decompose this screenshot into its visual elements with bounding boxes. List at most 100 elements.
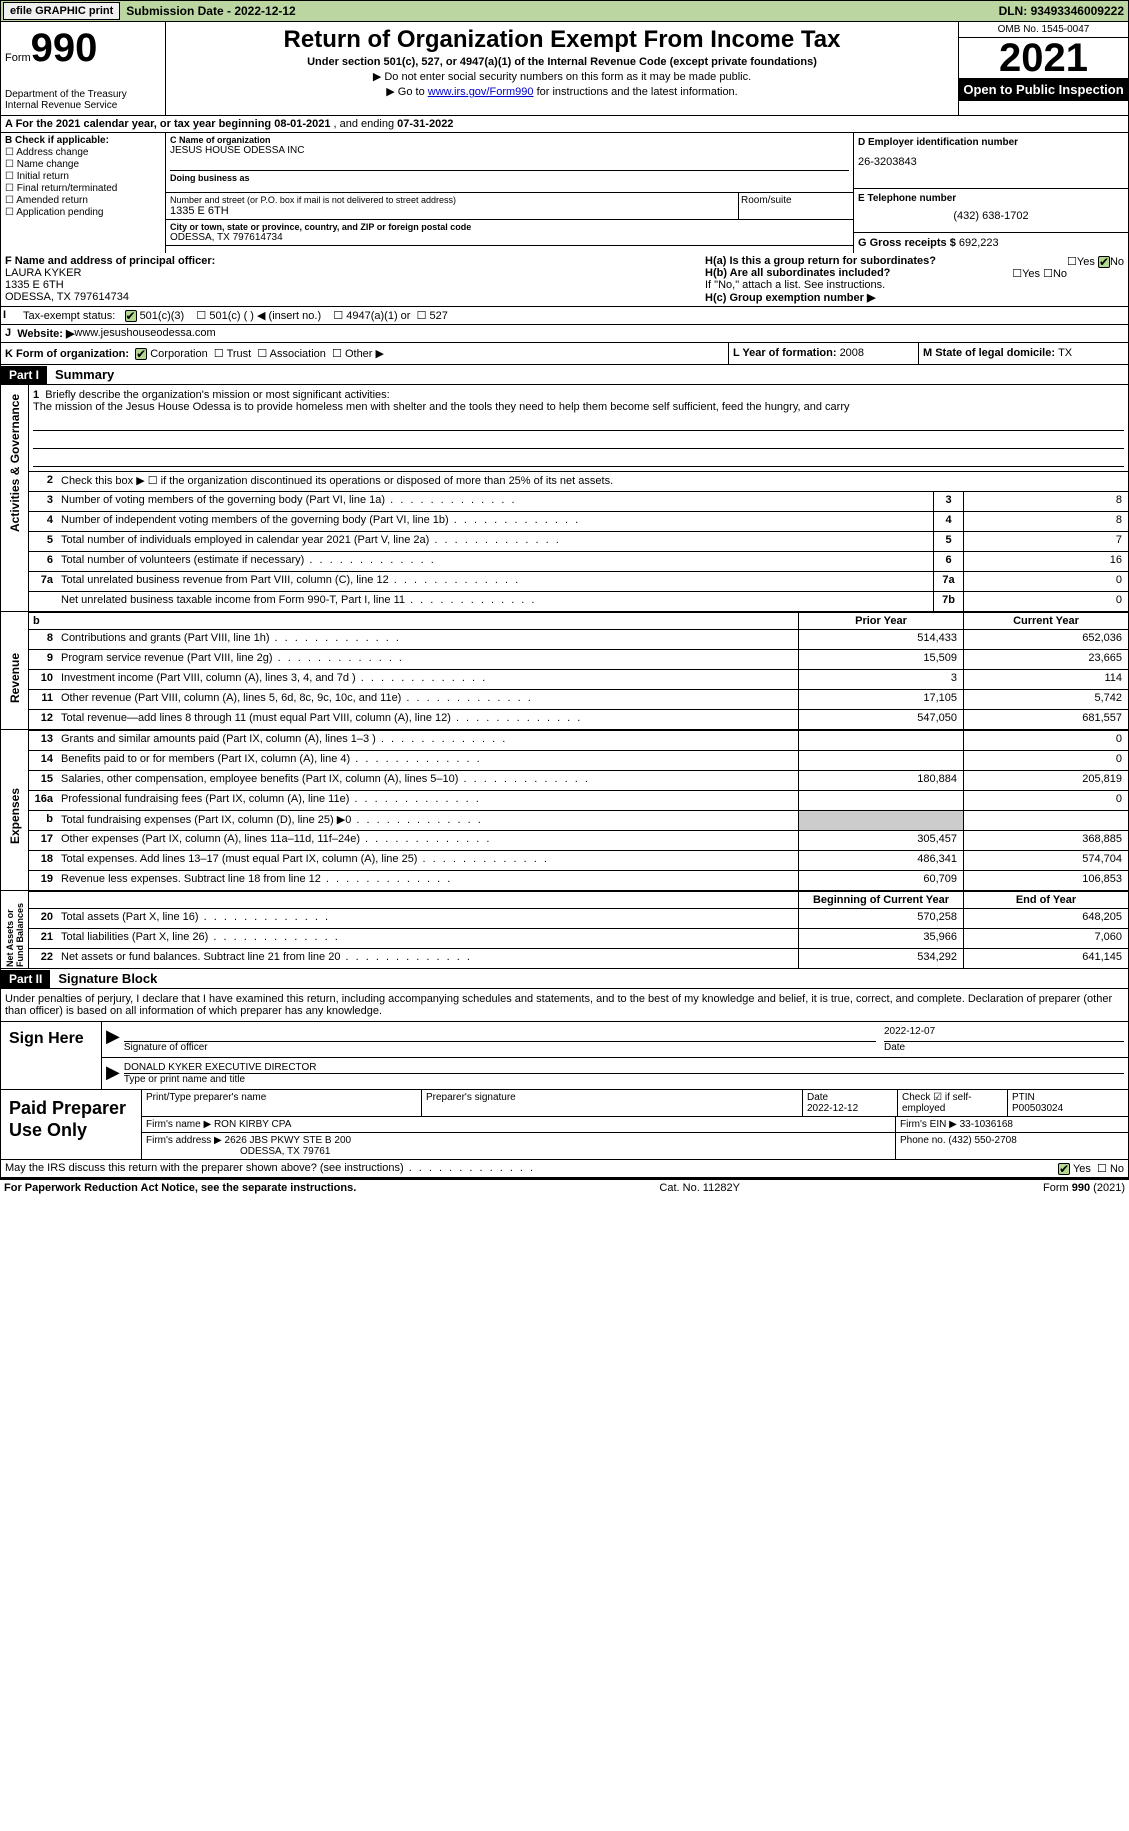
line-22: 22 Net assets or fund balances. Subtract…	[29, 948, 1128, 968]
row-j: J Website: ▶ www.jesushouseodessa.com	[0, 325, 1129, 343]
ha-no-check[interactable]	[1098, 256, 1110, 268]
firm-city: ODESSA, TX 79761	[240, 1146, 330, 1157]
line-12: 12 Total revenue—add lines 8 through 11 …	[29, 709, 1128, 729]
g-label: G Gross receipts $	[858, 237, 959, 249]
line-19: 19 Revenue less expenses. Subtract line …	[29, 870, 1128, 890]
e-label: E Telephone number	[858, 193, 1124, 204]
pra-notice: For Paperwork Reduction Act Notice, see …	[4, 1182, 356, 1194]
topbar: efile GRAPHIC print Submission Date - 20…	[0, 0, 1129, 22]
tax-year: 2021	[959, 38, 1128, 78]
ssn-notice: ▶ Do not enter social security numbers o…	[170, 70, 954, 83]
officer-name: LAURA KYKER	[5, 267, 81, 279]
vtab-net-assets: Net Assets or Fund Balances	[5, 913, 25, 967]
ptin: P00503024	[1012, 1103, 1063, 1114]
form-ref: Form 990 (2021)	[1043, 1182, 1125, 1194]
chk-corp[interactable]	[135, 348, 147, 360]
hb-note: If "No," attach a list. See instructions…	[705, 279, 1124, 291]
street-label: Number and street (or P.O. box if mail i…	[170, 195, 734, 205]
line-9: 9 Program service revenue (Part VIII, li…	[29, 649, 1128, 669]
form-header: Form990 Department of the Treasury Inter…	[0, 22, 1129, 116]
line-16a: 16a Professional fundraising fees (Part …	[29, 790, 1128, 810]
block-b-c-d-e-g: B Check if applicable: ☐ Address change …	[0, 133, 1129, 253]
line-11: 11 Other revenue (Part VIII, column (A),…	[29, 689, 1128, 709]
chk-initial-return[interactable]: ☐ Initial return	[5, 171, 161, 182]
chk-application[interactable]: ☐ Application pending	[5, 207, 161, 218]
officer-street: 1335 E 6TH	[5, 279, 64, 291]
b-label: B Check if applicable:	[5, 135, 109, 146]
eoy-hdr: End of Year	[963, 892, 1128, 908]
room-suite-label: Room/suite	[738, 193, 853, 220]
state-domicile: TX	[1058, 347, 1072, 359]
line2-text: Check this box ▶ ☐ if the organization d…	[57, 472, 1128, 491]
firm-name: RON KIRBY CPA	[214, 1119, 291, 1130]
part-i-header: Part I Summary	[0, 365, 1129, 385]
mission-text: The mission of the Jesus House Odessa is…	[33, 401, 849, 413]
c-label: C Name of organization	[170, 135, 849, 145]
line-6: 6 Total number of volunteers (estimate i…	[29, 551, 1128, 571]
street-value: 1335 E 6TH	[170, 205, 734, 217]
sig-date: 2022-12-07	[884, 1026, 1124, 1042]
section-expenses: Expenses 13 Grants and similar amounts p…	[0, 730, 1129, 891]
line-20: 20 Total assets (Part X, line 16) 570,25…	[29, 908, 1128, 928]
section-net-assets: Net Assets or Fund Balances Beginning of…	[0, 891, 1129, 969]
submission-date: Submission Date - 2022-12-12	[126, 4, 295, 18]
sig-name: DONALD KYKER EXECUTIVE DIRECTOR	[124, 1062, 1124, 1074]
year-formation: 2008	[840, 347, 864, 359]
paid-preparer-block: Paid Preparer Use Only Print/Type prepar…	[0, 1090, 1129, 1160]
irs-link[interactable]: www.irs.gov/Form990	[428, 86, 534, 98]
firm-phone: (432) 550-2708	[948, 1135, 1016, 1146]
bcy-hdr: Beginning of Current Year	[798, 892, 963, 908]
sig-officer-label: Signature of officer	[124, 1042, 208, 1053]
footer: For Paperwork Reduction Act Notice, see …	[0, 1178, 1129, 1196]
vtab-revenue: Revenue	[8, 651, 22, 705]
goto-link: ▶ Go to www.irs.gov/Form990 for instruct…	[170, 85, 954, 98]
line-4: 4 Number of independent voting members o…	[29, 511, 1128, 531]
cat-no: Cat. No. 11282Y	[659, 1182, 740, 1194]
hb-label: H(b) Are all subordinates included?	[705, 267, 890, 279]
line-8: 8 Contributions and grants (Part VIII, l…	[29, 629, 1128, 649]
line-21: 21 Total liabilities (Part X, line 26) 3…	[29, 928, 1128, 948]
part-ii-header: Part II Signature Block	[0, 969, 1129, 989]
line-b: b Total fundraising expenses (Part IX, c…	[29, 810, 1128, 830]
officer-city: ODESSA, TX 797614734	[5, 291, 129, 303]
line-18: 18 Total expenses. Add lines 13–17 (must…	[29, 850, 1128, 870]
row-a-tax-year: A For the 2021 calendar year, or tax yea…	[0, 116, 1129, 133]
sig-name-label: Type or print name and title	[124, 1074, 245, 1085]
form-label: Form	[5, 52, 31, 64]
form-title: Return of Organization Exempt From Incom…	[170, 26, 954, 54]
paid-preparer-label: Paid Preparer Use Only	[1, 1090, 141, 1159]
may-yes[interactable]	[1058, 1163, 1070, 1175]
form-number: 990	[31, 26, 98, 70]
vtab-ag: Activities & Governance	[8, 478, 22, 532]
penalty-text: Under penalties of perjury, I declare th…	[0, 989, 1129, 1021]
chk-501c3[interactable]	[125, 310, 137, 322]
chk-final-return[interactable]: ☐ Final return/terminated	[5, 183, 161, 194]
line-10: 10 Investment income (Part VIII, column …	[29, 669, 1128, 689]
d-label: D Employer identification number	[858, 137, 1124, 148]
efile-button[interactable]: efile GRAPHIC print	[3, 2, 120, 20]
section-activities-governance: Activities & Governance 1 Briefly descri…	[0, 385, 1129, 612]
gross-receipts: 692,223	[959, 237, 999, 249]
city-value: ODESSA, TX 797614734	[170, 232, 849, 243]
pt-date: 2022-12-12	[807, 1103, 858, 1114]
chk-address-change[interactable]: ☐ Address change	[5, 147, 161, 158]
line-5: 5 Total number of individuals employed i…	[29, 531, 1128, 551]
ha-label: H(a) Is this a group return for subordin…	[705, 255, 936, 267]
firm-addr: 2626 JBS PKWY STE B 200	[225, 1135, 352, 1146]
chk-amended[interactable]: ☐ Amended return	[5, 195, 161, 206]
line-13: 13 Grants and similar amounts paid (Part…	[29, 730, 1128, 750]
firm-ein: 33-1036168	[960, 1119, 1013, 1130]
org-name: JESUS HOUSE ODESSA INC	[170, 145, 849, 156]
dept-treasury: Department of the Treasury Internal Reve…	[5, 89, 161, 111]
block-f-h: F Name and address of principal officer:…	[0, 253, 1129, 307]
pt-check: Check ☑ if self-employed	[898, 1090, 1008, 1116]
chk-name-change[interactable]: ☐ Name change	[5, 159, 161, 170]
vtab-expenses: Expenses	[8, 790, 22, 844]
open-inspection: Open to Public Inspection	[959, 78, 1128, 101]
prior-year-hdr: Prior Year	[798, 613, 963, 629]
row-k-l-m: K Form of organization: Corporation ☐ Tr…	[0, 343, 1129, 365]
sign-here-label: Sign Here	[1, 1022, 101, 1089]
dba-label: Doing business as	[170, 170, 849, 183]
form-subtitle: Under section 501(c), 527, or 4947(a)(1)…	[170, 56, 954, 68]
line-15: 15 Salaries, other compensation, employe…	[29, 770, 1128, 790]
